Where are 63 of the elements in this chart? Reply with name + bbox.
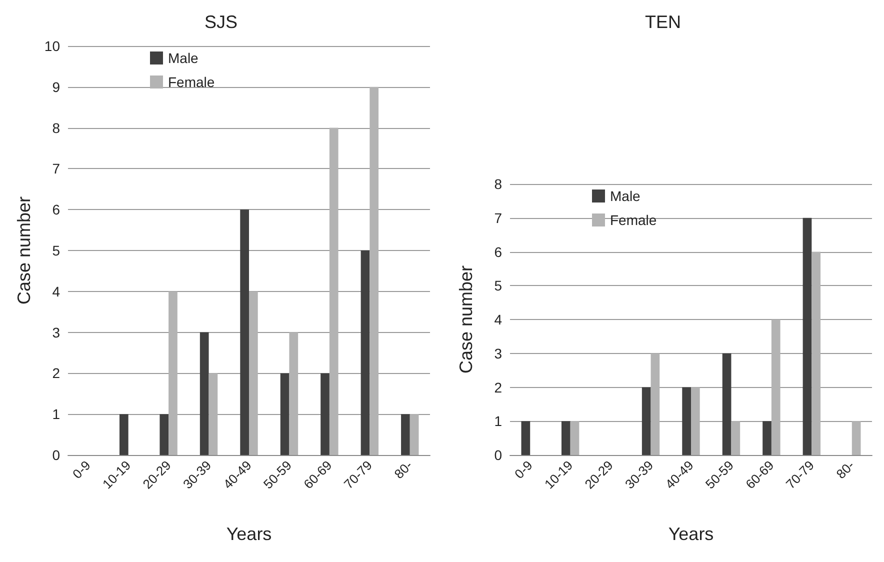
y-axis-title: Case number	[14, 196, 34, 305]
bar	[329, 128, 338, 455]
x-tick-label: 80-	[833, 458, 858, 482]
bar	[208, 373, 218, 455]
y-tick-label: 0	[494, 447, 502, 463]
bar	[722, 353, 732, 455]
bar	[249, 291, 258, 455]
bar	[762, 421, 772, 455]
y-tick-label: 10	[44, 38, 60, 54]
bar	[771, 320, 780, 455]
y-tick-label: 4	[494, 312, 502, 328]
legend-label: Male	[610, 188, 641, 204]
y-tick-label: 1	[494, 413, 502, 430]
bar	[401, 414, 410, 455]
x-axis-title: Years	[226, 524, 272, 544]
bar	[731, 421, 740, 455]
bar	[561, 421, 570, 455]
bar	[240, 210, 249, 455]
chart-title: TEN	[645, 12, 681, 32]
x-tick-label: 80-	[391, 458, 416, 482]
bar	[168, 291, 178, 455]
bar	[812, 252, 821, 455]
bar	[570, 421, 580, 455]
y-tick-label: 8	[52, 120, 60, 136]
bar	[320, 373, 330, 455]
y-tick-label: 8	[494, 176, 502, 192]
bar	[691, 387, 700, 455]
bar	[802, 218, 812, 455]
y-tick-label: 7	[494, 210, 502, 226]
chart-title: SJS	[204, 12, 238, 32]
bar	[119, 414, 128, 455]
x-tick-label: 0-9	[512, 458, 536, 482]
y-tick-label: 3	[494, 345, 502, 362]
y-tick-label: 5	[52, 242, 60, 258]
y-tick-label: 2	[494, 379, 502, 396]
bar	[521, 421, 530, 455]
bar	[200, 332, 209, 455]
y-tick-label: 5	[494, 278, 502, 294]
legend-label: Female	[610, 212, 657, 228]
y-tick-label: 6	[494, 244, 502, 260]
bar	[650, 353, 660, 455]
y-tick-label: 2	[52, 365, 60, 382]
bar	[289, 332, 298, 455]
y-axis-title: Case number	[456, 265, 476, 374]
bar	[360, 250, 370, 455]
bar	[280, 373, 290, 455]
legend-label: Male	[168, 50, 199, 66]
bar	[852, 421, 861, 455]
y-tick-label: 7	[52, 160, 60, 177]
bar	[642, 387, 651, 455]
bar	[370, 86, 379, 455]
x-axis-title: Years	[668, 524, 714, 544]
y-tick-label: 4	[52, 283, 60, 300]
x-tick-label: 0-9	[70, 458, 94, 482]
y-tick-label: 1	[52, 406, 60, 422]
bar	[160, 414, 169, 455]
y-tick-label: 3	[52, 324, 60, 340]
y-tick-label: 6	[52, 202, 60, 218]
bar	[410, 414, 419, 455]
bar	[682, 387, 691, 455]
y-tick-label: 9	[52, 78, 60, 95]
legend-label: Female	[168, 74, 215, 90]
y-tick-label: 0	[52, 447, 60, 463]
